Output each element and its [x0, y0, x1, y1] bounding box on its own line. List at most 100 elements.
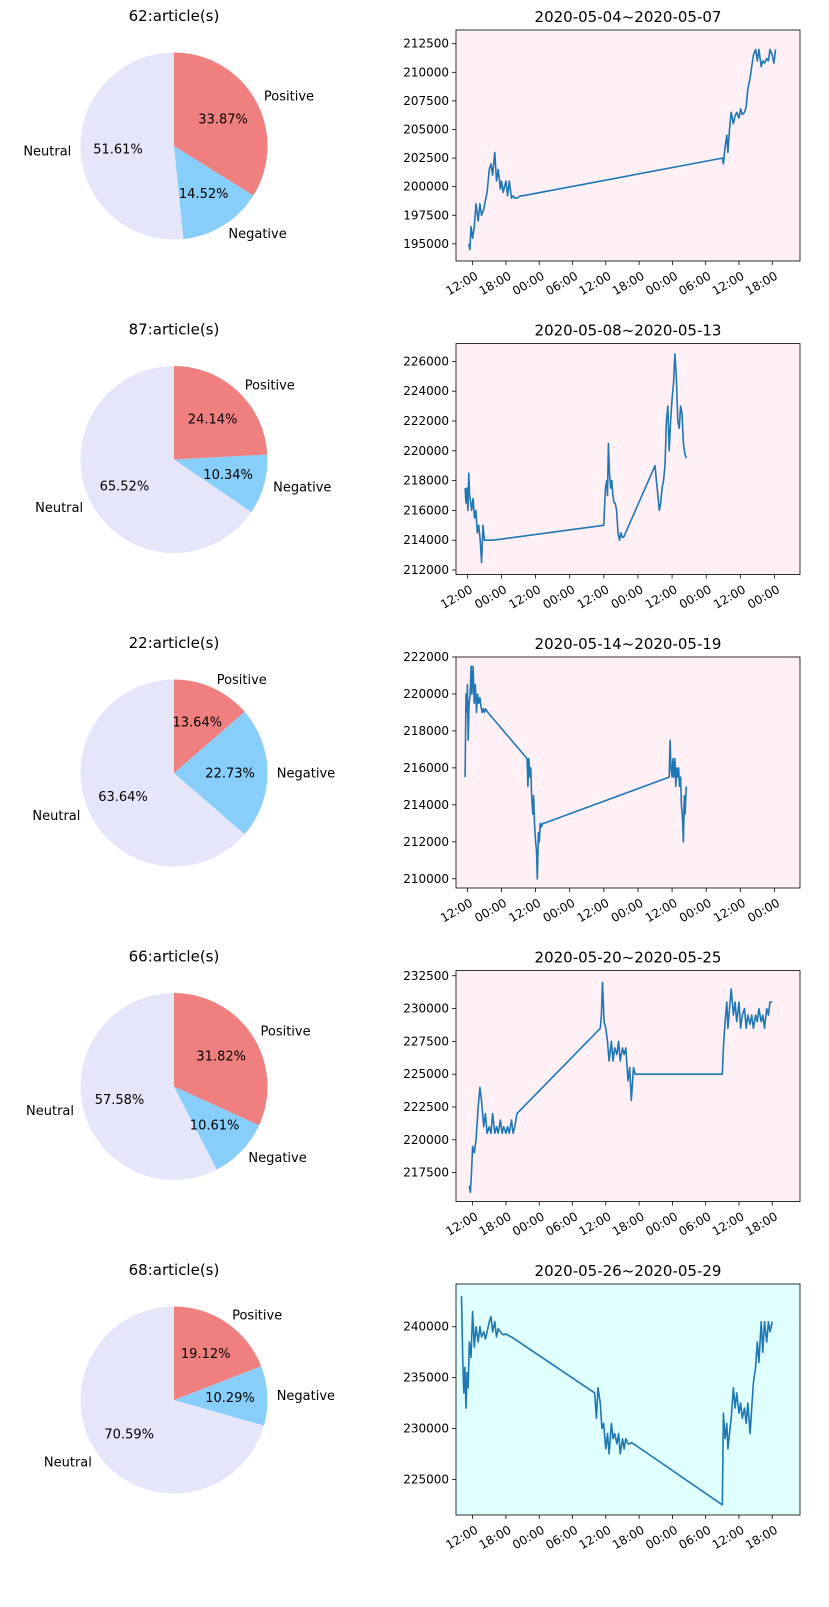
pie-slice-positive: [174, 366, 268, 460]
pie-label-positive: Positive: [261, 1024, 311, 1039]
y-tick-label: 224000: [403, 384, 449, 398]
y-tick-label: 222500: [403, 1100, 449, 1114]
y-tick-label: 222000: [403, 414, 449, 428]
pie-title: 87:article(s): [129, 321, 220, 339]
x-tick-label: 18:00: [743, 269, 780, 298]
x-tick-label: 12:00: [443, 269, 480, 298]
x-tick-label: 06:00: [676, 269, 713, 298]
pie-slice-neutral: [80, 679, 245, 867]
pie-pct-negative: 10.61%: [190, 1119, 240, 1134]
pie-label-negative: Negative: [277, 767, 335, 782]
y-tick-label: 210000: [403, 65, 449, 79]
pie-slice-neutral: [80, 52, 184, 240]
x-tick-label: 06:00: [543, 1523, 580, 1552]
x-tick-label: 00:00: [643, 1209, 680, 1238]
y-tick-label: 225000: [403, 1067, 449, 1081]
x-tick-label: 18:00: [477, 1209, 514, 1238]
pie-label-negative: Negative: [277, 1389, 335, 1404]
x-tick-label: 00:00: [472, 582, 509, 611]
price-series-line: [460, 1296, 774, 1506]
axes-frame: [455, 29, 801, 262]
x-tick-label: 00:00: [510, 269, 547, 298]
line-title: 2020-05-04~2020-05-07: [535, 8, 722, 26]
pie-slice-negative: [174, 1086, 260, 1170]
pie-slice-negative: [174, 1366, 268, 1426]
pie-label-neutral: Neutral: [35, 501, 83, 516]
y-tick-label: 220000: [403, 1133, 449, 1147]
x-tick-label: 00:00: [643, 1523, 680, 1552]
y-tick-label: 200000: [403, 180, 449, 194]
line-chart-1: 2020-05-04~2020-05-07 195000 197500 200000 2…: [403, 8, 801, 298]
y-tick-label: 218000: [403, 474, 449, 488]
x-tick-label: 12:00: [577, 269, 614, 298]
axes-frame: [455, 1283, 801, 1516]
x-tick-label: 00:00: [609, 896, 646, 925]
pie-pct-neutral: 70.59%: [104, 1427, 154, 1442]
y-tick-label: 235000: [403, 1371, 449, 1385]
pie-label-negative: Negative: [248, 1151, 306, 1166]
line-chart-4: 2020-05-20~2020-05-25 217500 220000 222500 2…: [403, 949, 801, 1239]
plot-area: [456, 657, 800, 888]
x-tick-label: 00:00: [609, 582, 646, 611]
pie-pct-positive: 13.64%: [173, 716, 223, 731]
pie-title: 66:article(s): [129, 948, 220, 966]
pie-title: 22:article(s): [129, 634, 220, 652]
x-tick-label: 00:00: [472, 896, 509, 925]
price-series-line: [468, 981, 773, 1194]
pie-pct-neutral: 65.52%: [100, 479, 150, 494]
x-tick-label: 12:00: [575, 582, 612, 611]
pie-pct-positive: 33.87%: [198, 112, 248, 127]
pie-pct-neutral: 57.58%: [95, 1093, 145, 1108]
pie-slice-negative: [174, 454, 268, 512]
pie-slice-negative: [174, 146, 254, 240]
pie-slice-neutral: [80, 366, 252, 553]
pie-slice-neutral: [80, 993, 217, 1180]
x-tick-label: 12:00: [710, 269, 747, 298]
pie-pct-neutral: 63.64%: [98, 790, 148, 805]
x-tick-label: 06:00: [543, 1209, 580, 1238]
y-tick-label: 195000: [403, 237, 449, 251]
pie-title: 68:article(s): [129, 1261, 220, 1279]
x-tick-label: 18:00: [477, 1523, 514, 1552]
pie-label-negative: Negative: [228, 227, 286, 242]
plot-area: [456, 343, 800, 575]
pie-label-neutral: Neutral: [32, 809, 80, 824]
x-tick-label: 12:00: [506, 582, 543, 611]
x-tick-label: 12:00: [438, 896, 475, 925]
line-title: 2020-05-20~2020-05-25: [535, 949, 722, 967]
pie-label-neutral: Neutral: [26, 1104, 74, 1119]
x-tick-label: 18:00: [610, 269, 647, 298]
y-tick-label: 220000: [403, 444, 449, 458]
x-tick-label: 00:00: [643, 269, 680, 298]
y-tick-label: 227500: [403, 1034, 449, 1048]
pie-slice-positive: [174, 993, 268, 1126]
x-tick-label: 06:00: [543, 269, 580, 298]
pie-pct-negative: 22.73%: [205, 767, 255, 782]
y-tick-label: 216000: [403, 761, 449, 775]
x-tick-label: 18:00: [743, 1523, 780, 1552]
pie-slice-positive: [174, 679, 245, 773]
y-tick-label: 212500: [403, 37, 449, 51]
x-tick-label: 18:00: [743, 1209, 780, 1238]
x-tick-label: 12:00: [506, 896, 543, 925]
pie-pct-neutral: 51.61%: [93, 142, 143, 157]
x-tick-label: 18:00: [477, 269, 514, 298]
pie-chart-2: 87:article(s) Neutral 65.52% Negative 10.34%…: [35, 321, 331, 553]
x-tick-label: 12:00: [443, 1523, 480, 1552]
x-tick-label: 12:00: [710, 1523, 747, 1552]
x-tick-label: 00:00: [677, 582, 714, 611]
pie-chart-4: 66:article(s) Neutral 57.58% Negative 10.61%…: [26, 948, 311, 1180]
axes-frame: [455, 970, 801, 1202]
line-title: 2020-05-14~2020-05-19: [535, 635, 722, 653]
y-tick-label: 210000: [403, 872, 449, 886]
axes-frame: [455, 343, 801, 575]
x-tick-label: 00:00: [745, 896, 782, 925]
x-tick-label: 12:00: [643, 582, 680, 611]
y-tick-label: 214000: [403, 533, 449, 547]
x-tick-label: 00:00: [510, 1209, 547, 1238]
pie-label-positive: Positive: [232, 1309, 282, 1324]
y-tick-label: 214000: [403, 798, 449, 812]
pie-slice-negative: [174, 711, 268, 835]
pie-pct-negative: 10.34%: [203, 468, 253, 483]
y-tick-label: 240000: [403, 1320, 449, 1334]
